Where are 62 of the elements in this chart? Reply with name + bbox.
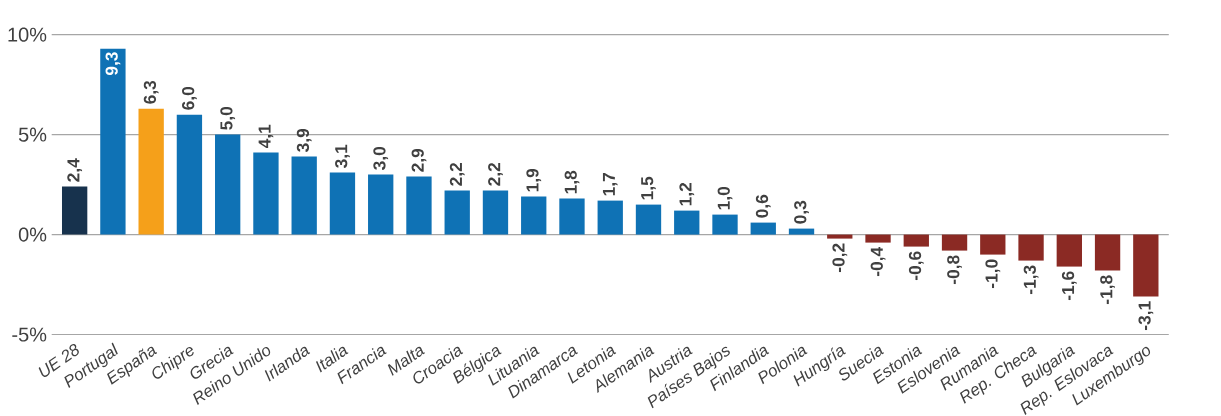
bar [1094,234,1121,271]
data-label: 2,2 [488,163,503,186]
data-label: -0,8 [947,255,962,285]
bar [482,190,509,235]
data-label: 3,1 [335,144,350,169]
bar [750,222,776,235]
bar [291,156,317,235]
bar [406,176,432,235]
bar [215,134,241,235]
bar [788,228,815,235]
data-label: -1,8 [1100,275,1115,305]
bar [980,234,1006,255]
bar [61,186,88,235]
bar [597,200,623,235]
bar [712,214,738,235]
data-label: -1,3 [1023,265,1039,295]
data-label: -0,4 [870,247,886,277]
bar [444,190,470,235]
bar [521,196,547,235]
data-label: -0,2 [832,243,848,273]
y-tick-label: -5% [12,327,47,342]
y-tick-label: 10% [8,27,47,42]
y-tick-label: 5% [18,127,47,142]
bar [368,174,394,235]
bar [176,114,203,235]
data-label: 0,6 [755,194,771,218]
data-label: -0,6 [908,251,924,281]
y-tick-label: 0% [18,227,47,242]
data-label: 9,3 [105,52,121,76]
data-label: 2,2 [449,163,465,186]
data-label: -3,1 [1138,301,1154,331]
data-label: 1,0 [717,187,733,210]
data-label: 4,1 [258,124,274,149]
data-label: -1,0 [985,259,1001,289]
data-label: 1,7 [602,173,618,196]
data-label: 2,4 [67,158,83,182]
bar [674,210,700,235]
bar [138,108,164,235]
bar [559,198,585,235]
data-label: 1,2 [679,183,695,206]
bar [253,152,279,235]
bar [941,234,968,251]
data-label: 6,3 [143,80,159,104]
bar [1133,234,1159,297]
bar [1056,234,1082,267]
data-label: 5,0 [220,107,236,130]
bar [1018,234,1044,261]
data-label: 1,9 [526,168,542,192]
bar [903,234,929,247]
data-label: 0,3 [794,200,809,224]
bar [100,48,126,235]
bar [827,234,853,239]
bar [329,172,356,235]
data-label: 6,0 [182,87,197,110]
data-label: 3,9 [296,128,312,153]
data-label: -1,6 [1061,271,1077,301]
data-label: 1,8 [564,170,580,194]
data-label: 1,5 [641,176,656,200]
data-label: 3,0 [373,147,389,171]
bar [635,204,662,235]
bar [865,234,891,243]
data-label: 2,9 [411,148,427,172]
